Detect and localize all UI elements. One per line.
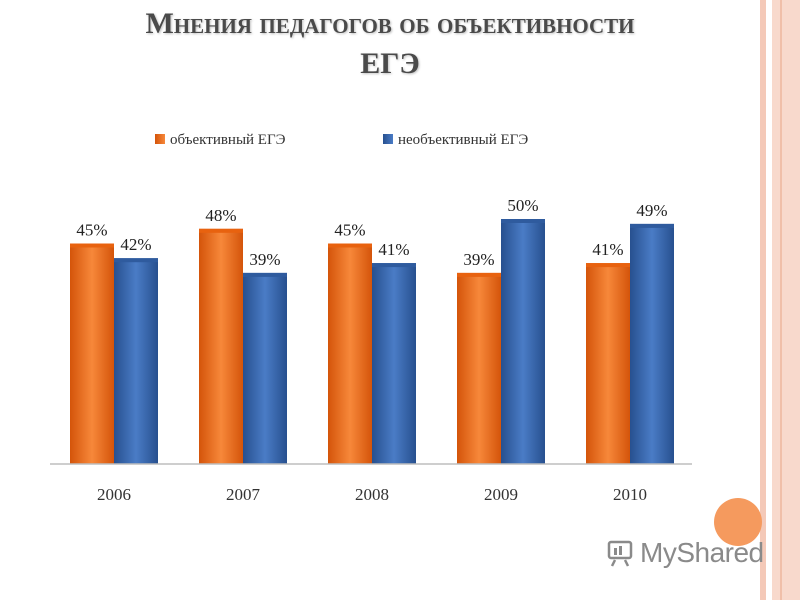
decor-circle xyxy=(714,498,762,546)
bar-cap-nonobjective-2009 xyxy=(501,219,545,223)
x-tick-label-2009: 2009 xyxy=(484,485,518,504)
bar-cap-objective-2006 xyxy=(70,243,114,248)
data-label-nonobjective-2006: 42% xyxy=(120,235,151,254)
x-tick-label-2007: 2007 xyxy=(226,485,261,504)
legend-swatch-nonobjective xyxy=(383,134,393,144)
bar-nonobjective-2009 xyxy=(501,219,545,464)
x-tick-label-2010: 2010 xyxy=(613,485,647,504)
x-tick-label-2008: 2008 xyxy=(355,485,389,504)
chart-legend: объективный ЕГЭ необъективный ЕГЭ xyxy=(155,132,528,148)
bar-objective-2009 xyxy=(457,272,501,464)
data-label-objective-2007: 48% xyxy=(205,206,236,225)
bar-nonobjective-2007 xyxy=(243,272,287,464)
title-line-2: ЕГЭ xyxy=(360,47,420,80)
slide-title: Мнения педагогов об объективности ЕГЭ xyxy=(20,4,760,84)
x-tick-labels: 2006 2007 2008 2009 2010 xyxy=(97,485,647,504)
data-label-nonobjective-2008: 41% xyxy=(378,240,409,259)
legend-label-objective: объективный ЕГЭ xyxy=(170,132,286,148)
bar-cap-objective-2010 xyxy=(586,263,630,268)
bar-cap-nonobjective-2010 xyxy=(630,223,674,228)
bar-objective-2010 xyxy=(586,263,630,464)
presentation-screen-icon xyxy=(607,540,633,567)
data-label-nonobjective-2010: 49% xyxy=(636,201,667,220)
title-line-1: Мнения педагогов об объективности xyxy=(145,7,635,40)
data-label-objective-2006: 45% xyxy=(76,221,107,240)
bar-cap-nonobjective-2006 xyxy=(114,258,158,263)
bar-objective-2006 xyxy=(70,243,114,464)
bars-group: 45% 42% 48% 39% 45% 41% 39% 50% 41% 49% xyxy=(70,196,674,464)
data-label-objective-2008: 45% xyxy=(334,221,365,240)
bar-cap-objective-2008 xyxy=(328,243,372,248)
bar-cap-objective-2007 xyxy=(199,228,243,233)
bar-nonobjective-2008 xyxy=(372,263,416,464)
bar-objective-2008 xyxy=(328,243,372,464)
bar-cap-nonobjective-2008 xyxy=(372,263,416,268)
watermark-text: MyShared xyxy=(640,537,764,568)
bar-nonobjective-2006 xyxy=(114,258,158,464)
bar-nonobjective-2010 xyxy=(630,223,674,464)
bar-objective-2007 xyxy=(199,228,243,464)
legend-label-nonobjective: необъективный ЕГЭ xyxy=(398,132,528,148)
decor-stripe xyxy=(772,0,800,600)
data-label-nonobjective-2007: 39% xyxy=(249,250,280,269)
data-label-nonobjective-2009: 50% xyxy=(507,196,538,215)
bar-cap-nonobjective-2007 xyxy=(243,272,287,277)
legend-swatch-objective xyxy=(155,134,165,144)
data-label-objective-2009: 39% xyxy=(463,250,494,269)
decor-stripe xyxy=(760,0,766,600)
data-label-objective-2010: 41% xyxy=(592,240,623,259)
x-tick-label-2006: 2006 xyxy=(97,485,131,504)
decor-stripe xyxy=(780,0,782,600)
watermark: MyShared xyxy=(606,536,764,570)
bar-cap-objective-2009 xyxy=(457,272,501,277)
